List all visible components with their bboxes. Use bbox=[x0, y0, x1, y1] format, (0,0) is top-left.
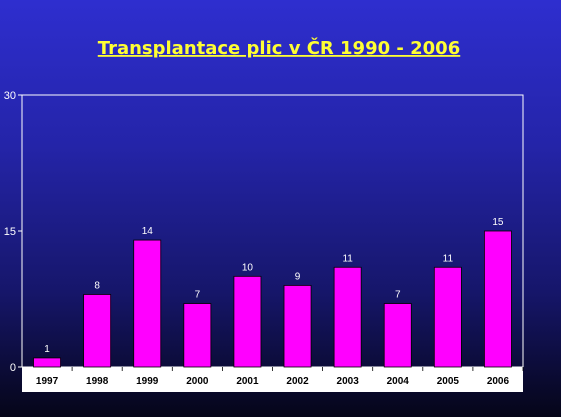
x-tick-label-2001: 2001 bbox=[236, 376, 259, 387]
bar-2006 bbox=[484, 230, 512, 368]
bar-2002 bbox=[283, 284, 312, 368]
x-tick-label-1998: 1998 bbox=[86, 376, 109, 387]
x-tick-label-1997: 1997 bbox=[36, 376, 59, 387]
data-label-1999: 14 bbox=[142, 226, 154, 237]
bar-1999 bbox=[133, 239, 162, 368]
x-axis: 1997 1998 1999 2000 2001 2002 2003 2004 2005 2006 bbox=[36, 367, 524, 387]
data-label-1998: 8 bbox=[94, 280, 100, 291]
bar-2000 bbox=[183, 303, 212, 368]
data-label-2004: 7 bbox=[395, 290, 401, 301]
data-label-2005: 11 bbox=[443, 253, 454, 264]
data-labels: 1 8 14 7 10 9 11 7 11 15 bbox=[44, 217, 504, 355]
bar-2001 bbox=[233, 275, 262, 368]
chart-title: Transplantace plic v ČR 1990 - 2006 bbox=[98, 37, 460, 59]
x-tick-label-1999: 1999 bbox=[136, 376, 159, 387]
data-label-1997: 1 bbox=[44, 344, 50, 355]
bar-series bbox=[33, 230, 512, 368]
data-label-2000: 7 bbox=[195, 290, 201, 301]
bar-1998 bbox=[83, 294, 112, 368]
x-tick-label-2003: 2003 bbox=[337, 376, 360, 387]
data-label-2003: 11 bbox=[342, 253, 353, 264]
x-tick-label-2004: 2004 bbox=[387, 376, 410, 387]
y-tick-label-30: 30 bbox=[4, 90, 16, 102]
x-tick-label-2002: 2002 bbox=[286, 376, 309, 387]
data-label-2002: 9 bbox=[295, 271, 301, 282]
x-tick-label-2005: 2005 bbox=[437, 376, 460, 387]
x-tick-label-2006: 2006 bbox=[487, 376, 510, 387]
data-label-2001: 10 bbox=[242, 262, 254, 273]
category-axis-strip bbox=[22, 367, 523, 392]
y-tick-label-15: 15 bbox=[4, 226, 16, 238]
bar-2005 bbox=[433, 266, 462, 368]
x-tick-label-2000: 2000 bbox=[186, 376, 209, 387]
y-tick-label-0: 0 bbox=[10, 362, 16, 374]
bar-2003 bbox=[333, 266, 362, 368]
data-label-2006: 15 bbox=[492, 217, 504, 228]
bar-2004 bbox=[383, 303, 412, 368]
y-axis: 0 15 30 bbox=[4, 90, 22, 374]
bar-1997 bbox=[33, 357, 61, 368]
